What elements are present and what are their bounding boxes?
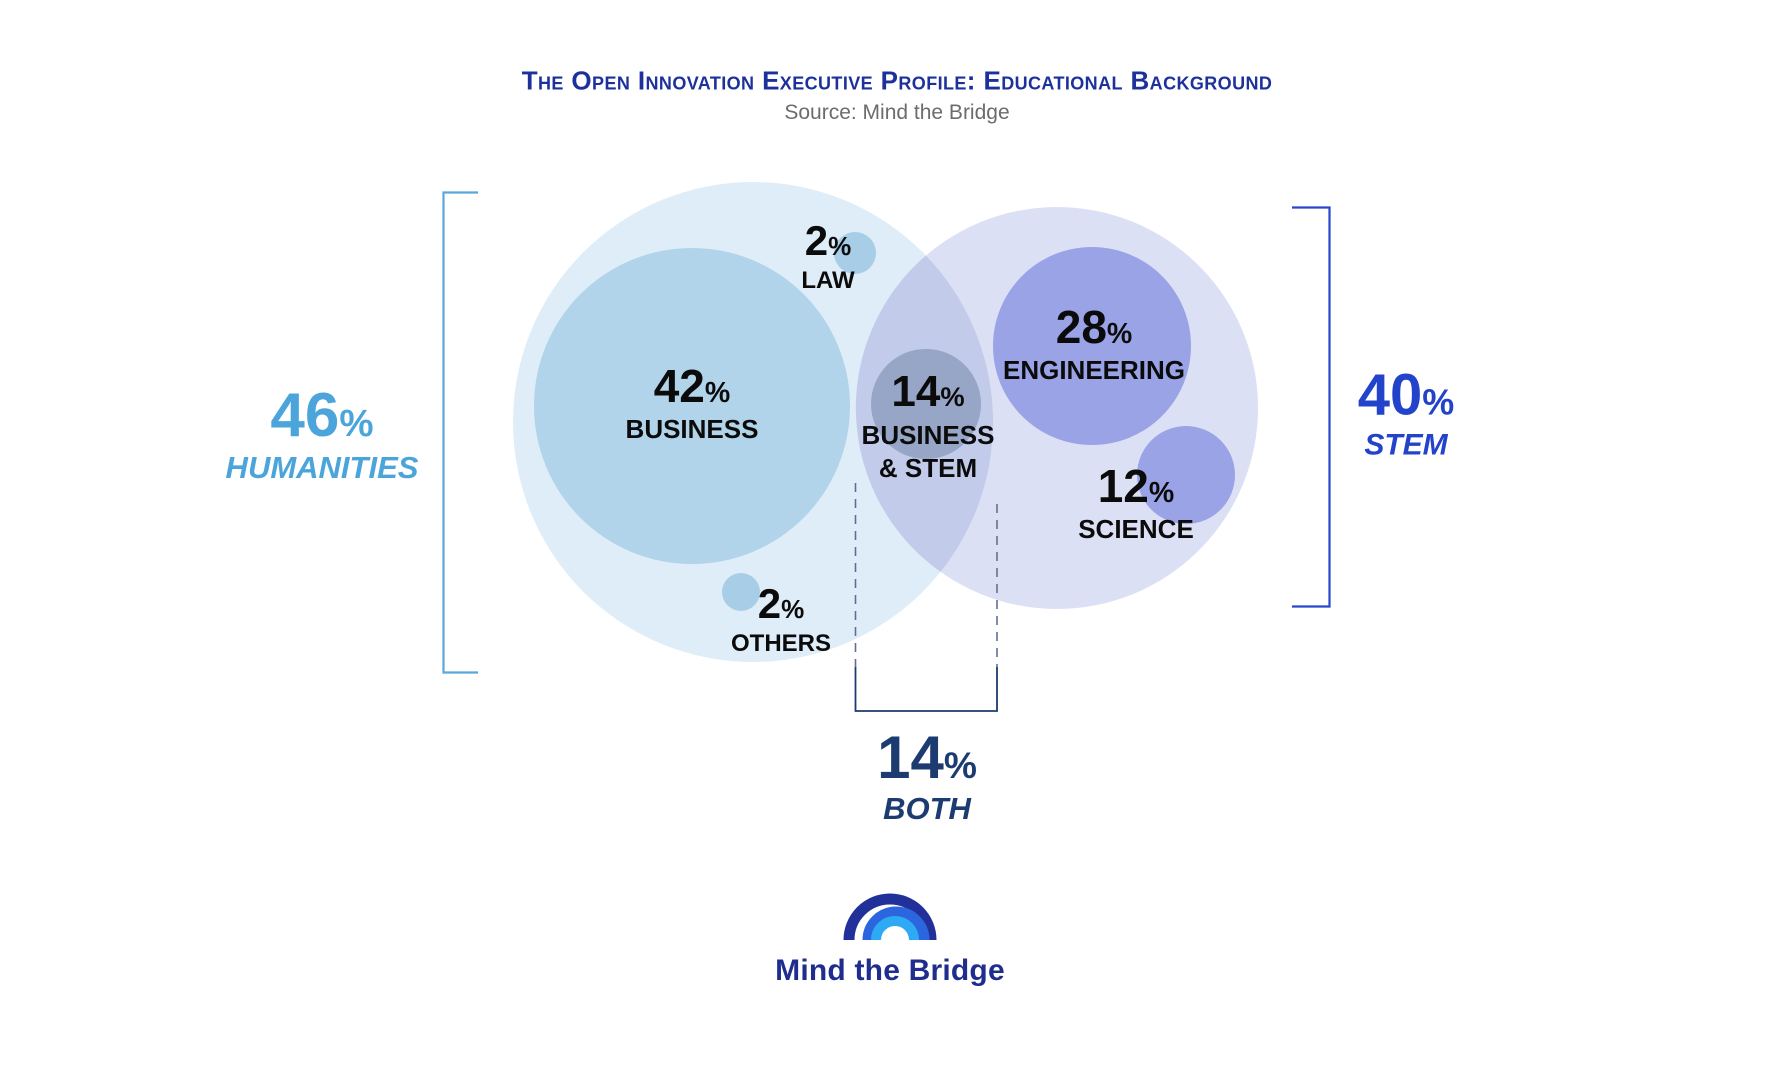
stat-value: 40 xyxy=(1357,362,1423,428)
bridge-arc-outer xyxy=(843,893,937,941)
both-bracket xyxy=(854,667,998,712)
logo-wordmark: Mind the Bridge xyxy=(775,954,1005,987)
bubble-value: 2 xyxy=(757,580,782,628)
bubble-value-line: 28% xyxy=(1003,304,1185,350)
source-caption: Source: Mind the Bridge xyxy=(784,101,1010,124)
others-bubble-circle xyxy=(722,573,760,611)
stat-unit: % xyxy=(1422,381,1455,423)
stat-unit: % xyxy=(943,743,977,786)
stat-value-line: 40% xyxy=(1358,366,1455,425)
bubble-label-line2: & STEM xyxy=(878,453,978,483)
stat-label: BOTH xyxy=(883,790,971,826)
law-bubble-circle xyxy=(834,232,876,274)
bubble-value-line: 2% xyxy=(801,220,854,262)
humanities-stat: 46% HUMANITIES xyxy=(225,384,419,485)
bridge-arcs-icon xyxy=(843,893,937,941)
engineering-bubble-circle xyxy=(993,247,1191,445)
bubble-unit: % xyxy=(1106,317,1133,350)
bubble-label-line1: BUSINESS xyxy=(861,419,995,450)
bubble-value: 14 xyxy=(891,366,941,416)
law-bubble-label: 2% LAW xyxy=(801,220,854,296)
bubble-unit: % xyxy=(940,380,965,412)
bubble-unit: % xyxy=(781,594,805,625)
bridge-arc-middle xyxy=(862,906,930,941)
business-bubble-label: 42% BUSINESS xyxy=(626,363,759,445)
bubble-value-line: 42% xyxy=(626,363,759,409)
others-bubble-label: 2% OTHERS xyxy=(731,583,831,659)
bubble-value: 12 xyxy=(1097,459,1149,512)
bubble-value-line: 12% xyxy=(1078,463,1194,509)
bubble-unit: % xyxy=(704,376,731,409)
bubble-label: SCIENCE xyxy=(1078,513,1194,544)
stat-unit: % xyxy=(339,401,374,445)
bubble-label: BUSINESS xyxy=(625,413,759,444)
bubble-label: ENGINEERING xyxy=(1002,354,1186,385)
stat-label: STEM xyxy=(1364,428,1448,462)
stat-value-line: 14% xyxy=(877,727,977,788)
business-stem-bubble-circle xyxy=(871,349,981,459)
bubble-value: 2 xyxy=(804,217,829,265)
bridge-arc-inner xyxy=(871,916,919,941)
bubble-label: OTHERS xyxy=(730,630,832,658)
both-stat: 14% BOTH xyxy=(877,727,977,826)
science-bubble-label: 12% SCIENCE xyxy=(1078,463,1194,545)
stat-value: 46 xyxy=(270,380,340,450)
bubble-value: 28 xyxy=(1055,300,1107,353)
business-stem-bubble-label: 14% BUSINESS & STEM xyxy=(861,366,995,484)
bubble-label: LAW xyxy=(801,267,855,295)
bubble-value-line: 14% xyxy=(862,366,995,416)
page-title: The Open Innovation Executive Profile: E… xyxy=(521,65,1273,96)
bubble-unit: % xyxy=(1148,476,1175,509)
bubble-value: 42 xyxy=(653,359,705,412)
stat-value: 14 xyxy=(877,723,944,791)
stat-label: HUMANITIES xyxy=(225,449,419,485)
stem-stat: 40% STEM xyxy=(1358,366,1455,462)
engineering-bubble-label: 28% ENGINEERING xyxy=(1003,304,1185,386)
stat-value-line: 46% xyxy=(226,384,419,447)
stem-bracket xyxy=(1292,206,1331,608)
bubble-value-line: 2% xyxy=(731,583,831,625)
humanities-bracket xyxy=(442,191,478,674)
science-bubble-circle xyxy=(1137,426,1235,524)
bubble-unit: % xyxy=(828,231,852,262)
business-bubble-circle xyxy=(534,248,850,564)
